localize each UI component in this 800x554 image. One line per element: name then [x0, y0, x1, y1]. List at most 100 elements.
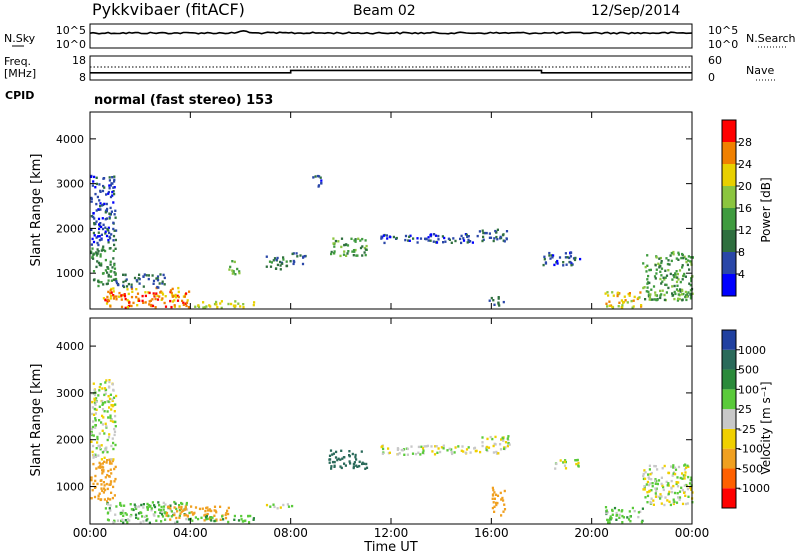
data-cell — [690, 279, 693, 283]
data-cell — [111, 194, 114, 197]
data-cell — [179, 512, 182, 515]
data-cell — [109, 416, 112, 419]
data-cell — [153, 504, 156, 507]
data-cell — [101, 472, 104, 475]
data-cell — [678, 269, 682, 272]
data-cell — [148, 505, 151, 508]
data-cell — [685, 260, 688, 264]
data-cell — [575, 459, 578, 462]
data-cell — [659, 256, 662, 260]
data-cell — [115, 280, 118, 283]
data-cell — [234, 305, 237, 308]
data-cell — [113, 278, 116, 282]
data-cell — [633, 509, 636, 513]
data-cell — [210, 509, 213, 513]
data-cell — [328, 454, 332, 457]
data-cell — [465, 233, 468, 236]
data-cell — [642, 472, 645, 476]
data-cell — [688, 482, 692, 485]
data-cell — [675, 270, 678, 273]
data-cell — [140, 503, 143, 507]
data-cell — [187, 518, 191, 521]
data-cell — [111, 496, 114, 500]
data-cell — [666, 484, 669, 487]
data-cell — [648, 468, 651, 471]
data-cell — [341, 457, 344, 460]
data-cell — [352, 254, 355, 257]
data-cell — [686, 293, 689, 296]
data-cell — [104, 209, 108, 212]
data-cell — [111, 182, 114, 185]
data-cell — [437, 234, 440, 238]
data-cell — [380, 235, 383, 238]
data-cell — [491, 497, 494, 500]
data-cell — [466, 235, 469, 238]
data-cell — [98, 263, 101, 267]
data-cell — [673, 297, 676, 301]
data-cell — [175, 507, 178, 511]
data-cell — [653, 464, 656, 468]
data-cell — [677, 297, 680, 300]
data-cell — [94, 186, 97, 189]
data-cell — [688, 268, 691, 271]
data-cell — [176, 520, 179, 523]
data-cell — [339, 458, 342, 461]
data-cell — [276, 256, 279, 260]
data-cell — [431, 450, 434, 453]
data-cell — [188, 290, 191, 293]
data-cell — [248, 521, 251, 524]
data-cell — [553, 263, 556, 267]
data-cell — [434, 445, 437, 448]
data-cell — [650, 497, 653, 500]
data-cell — [113, 243, 116, 247]
data-cell — [423, 445, 426, 448]
data-cell — [112, 447, 115, 451]
data-cell — [678, 496, 682, 499]
data-cell — [465, 448, 469, 451]
data-cell — [90, 215, 93, 218]
data-cell — [101, 272, 105, 275]
data-cell — [295, 252, 298, 255]
y-tick-label: 3000 — [56, 387, 84, 400]
data-cell — [103, 460, 106, 463]
data-cell — [664, 283, 667, 286]
data-cell — [114, 425, 117, 428]
data-cell — [404, 234, 408, 238]
data-cell — [161, 515, 165, 518]
data-cell — [621, 521, 624, 524]
data-cell — [95, 182, 98, 186]
freq-panel: Freq. [MHz] CPID 18 8 60 0 Nave — [4, 54, 776, 102]
data-cell — [552, 254, 555, 257]
data-cell — [92, 212, 95, 215]
data-cell — [273, 505, 276, 509]
data-cell — [174, 521, 177, 524]
cpid-text: normal (fast stereo) 153 — [94, 93, 273, 108]
data-cell — [426, 444, 429, 448]
data-cell — [169, 518, 172, 521]
data-cell — [197, 305, 201, 309]
data-cell — [109, 393, 112, 396]
data-cell — [392, 235, 395, 239]
data-cell — [665, 257, 668, 260]
data-cell — [183, 295, 186, 298]
data-cell — [137, 297, 140, 301]
data-cell — [286, 503, 289, 506]
data-cell — [111, 266, 114, 269]
data-cell — [493, 237, 496, 240]
data-cell — [135, 295, 138, 299]
data-cell — [111, 437, 114, 440]
data-cell — [206, 512, 209, 516]
data-cell — [105, 217, 108, 220]
data-cell — [231, 272, 234, 275]
data-cell — [106, 207, 109, 211]
data-cell — [163, 283, 166, 286]
data-cell — [90, 432, 93, 435]
data-cell — [501, 436, 504, 440]
data-cell — [388, 451, 391, 454]
data-cell — [612, 294, 615, 297]
data-cell — [618, 516, 621, 519]
data-cell — [689, 293, 692, 296]
data-cell — [640, 304, 643, 307]
data-cell — [343, 456, 346, 459]
colorbar-tick-label: -1000 — [738, 482, 770, 495]
